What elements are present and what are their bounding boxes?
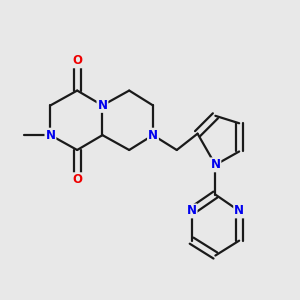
Text: N: N [45, 129, 56, 142]
Text: N: N [98, 99, 107, 112]
Text: N: N [187, 204, 196, 218]
Text: O: O [72, 173, 82, 186]
Text: N: N [148, 129, 158, 142]
Text: N: N [210, 158, 220, 171]
Text: N: N [234, 204, 244, 218]
Text: O: O [72, 54, 82, 67]
